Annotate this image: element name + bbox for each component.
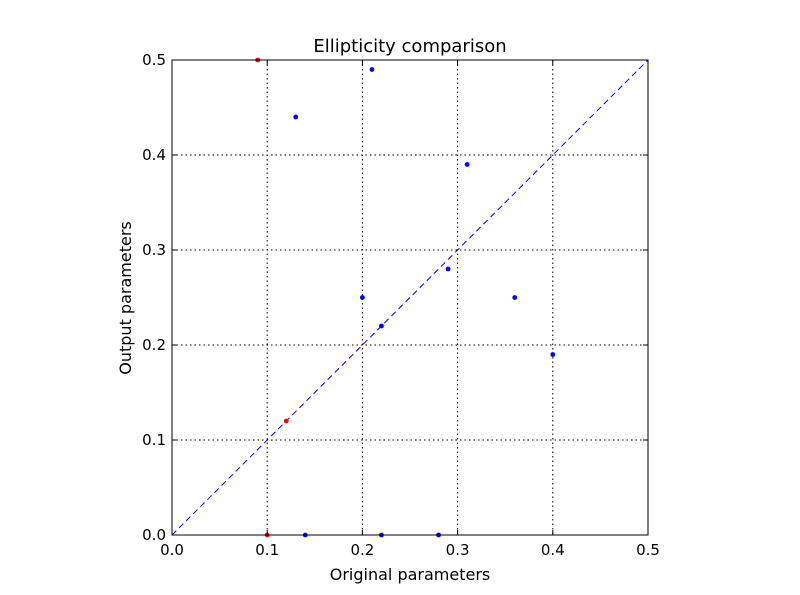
x-tick-label: 0.4 [541, 541, 565, 559]
reference-line-group [171, 59, 649, 536]
axis-ticks [171, 59, 649, 536]
x-axis-label: Original parameters [330, 565, 491, 584]
plot-frame [171, 59, 649, 536]
data-point [369, 67, 375, 72]
y-tick-label: 0.1 [142, 431, 166, 449]
data-point [550, 352, 556, 357]
data-point [445, 266, 451, 272]
x-tick-label: 0.1 [255, 541, 279, 559]
reference-line [171, 59, 649, 536]
x-tick-labels: 0.0 0.1 0.2 0.3 0.4 0.5 [160, 541, 660, 559]
y-tick-label: 0.4 [142, 146, 166, 164]
x-tick-label: 0.0 [160, 541, 184, 559]
x-tick-label: 0.2 [350, 541, 374, 559]
data-point [293, 114, 299, 120]
data-point [283, 418, 289, 424]
data-point [360, 295, 365, 300]
chart-title: Ellipticity comparison [313, 36, 506, 57]
y-axis-label: Output parameters [116, 221, 135, 374]
x-tick-label: 0.3 [446, 541, 470, 559]
grid [172, 60, 648, 535]
data-point [464, 162, 470, 167]
y-tick-label: 0.3 [142, 241, 166, 259]
y-tick-label: 0.5 [142, 51, 166, 69]
x-tick-label: 0.5 [636, 541, 660, 559]
y-tick-label: 0.2 [142, 336, 166, 354]
data-points [255, 57, 556, 538]
data-point [379, 323, 384, 329]
y-tick-label: 0.0 [142, 526, 166, 544]
data-point [512, 295, 518, 300]
y-tick-labels: 0.0 0.1 0.2 0.3 0.4 0.5 [142, 51, 166, 544]
